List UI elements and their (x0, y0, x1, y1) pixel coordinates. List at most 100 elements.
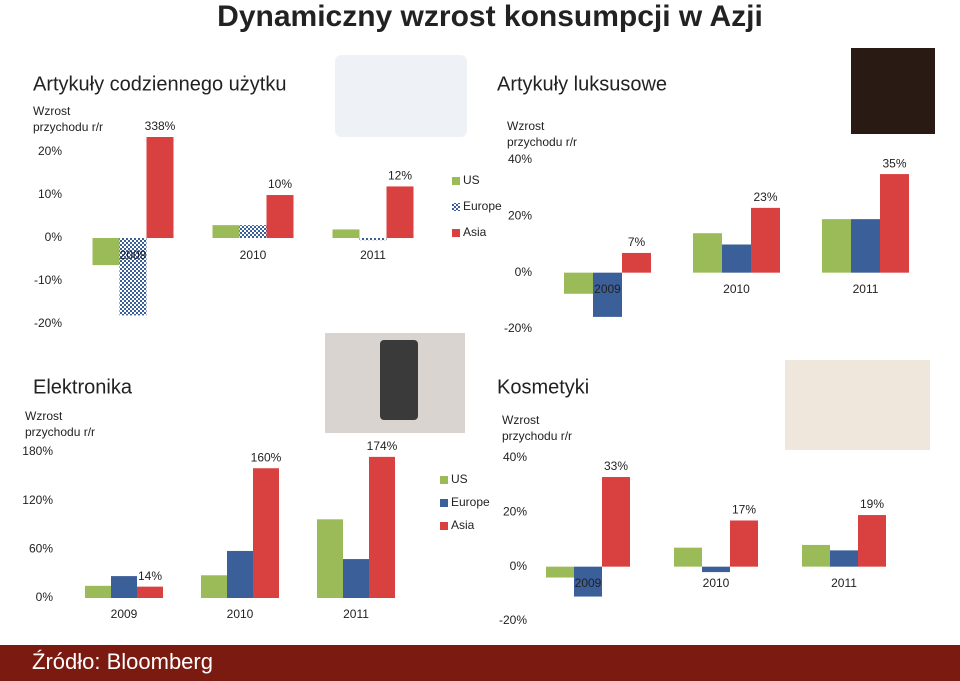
data-label: 174% (367, 439, 398, 453)
bar (111, 576, 137, 598)
x-tick-label: 2011 (831, 576, 857, 590)
bar (119, 238, 147, 316)
data-label: 338% (145, 119, 176, 133)
bar (332, 229, 360, 239)
legend-label: US (451, 472, 468, 486)
x-tick-label: 2010 (240, 248, 267, 262)
y-tick-label: -20% (504, 321, 532, 335)
phone (380, 340, 418, 420)
bar (702, 566, 730, 573)
y-axis-title: Wzrost przychodu r/r (33, 104, 104, 134)
x-tick-label: 2011 (360, 248, 386, 262)
y-tick-label: 120% (22, 493, 53, 507)
y-axis-title: Wzrost przychodu r/r (507, 119, 578, 149)
data-label: 35% (882, 156, 906, 170)
chart-title: Kosmetyki (497, 376, 589, 398)
x-tick-label: 2009 (575, 576, 602, 590)
data-label: 10% (268, 177, 292, 191)
bar (574, 566, 602, 597)
chart-title: Elektronika (33, 376, 133, 398)
bar (227, 550, 253, 598)
bar (602, 477, 630, 567)
bar (693, 233, 722, 273)
y-tick-label: 0% (515, 265, 533, 279)
bar (92, 238, 120, 266)
x-tick-label: 2009 (120, 248, 147, 262)
slide-title: Dynamiczny wzrost konsumpcji w Azji (217, 0, 763, 33)
bar (564, 272, 593, 294)
y-tick-label: 0% (36, 590, 54, 604)
x-tick-label: 2010 (227, 607, 254, 621)
bar (386, 186, 414, 239)
legend-swatch (452, 177, 460, 185)
legend-label: Asia (451, 518, 475, 532)
data-label: 160% (251, 450, 282, 464)
bar (851, 219, 880, 273)
bar (343, 559, 369, 598)
cosmetics-photo (785, 360, 930, 450)
bar (622, 252, 651, 273)
bar (593, 272, 622, 317)
bar (212, 225, 240, 239)
x-tick-label: 2010 (723, 282, 750, 296)
bar (802, 544, 830, 567)
bar (751, 207, 780, 273)
legend-label: Asia (463, 225, 487, 239)
y-tick-label: 60% (29, 542, 53, 556)
bar (266, 195, 294, 239)
chart-title: Artykuły codziennego użytku (33, 73, 286, 95)
bar (201, 575, 227, 598)
bar (822, 219, 851, 273)
y-tick-label: 10% (38, 187, 62, 201)
data-label: 33% (604, 459, 628, 473)
data-label: 7% (628, 235, 646, 249)
bar (858, 515, 886, 567)
x-tick-label: 2009 (594, 282, 621, 296)
bar (546, 566, 574, 578)
legend-label: US (463, 173, 480, 187)
legend-swatch (452, 229, 460, 237)
x-tick-label: 2010 (703, 576, 730, 590)
bar (253, 468, 279, 598)
bar (85, 585, 111, 598)
y-tick-label: 180% (22, 444, 53, 458)
y-tick-label: 0% (45, 230, 63, 244)
legend-swatch (440, 499, 448, 507)
plot (92, 137, 414, 316)
y-tick-label: 20% (508, 209, 532, 223)
data-label: 17% (732, 503, 756, 517)
bar (730, 520, 758, 567)
footer-bar (0, 645, 960, 681)
plot (85, 456, 395, 598)
y-tick-label: 40% (508, 152, 532, 166)
legend-swatch (452, 203, 460, 211)
y-axis-title: Wzrost przychodu r/r (502, 413, 573, 443)
chart-title: Artykuły luksusowe (497, 73, 667, 95)
bar (359, 238, 387, 241)
bar (239, 225, 267, 239)
y-axis-title: Wzrost przychodu r/r (25, 409, 96, 439)
bar (830, 550, 858, 567)
plot (564, 174, 909, 317)
data-label: 12% (388, 169, 412, 183)
legend-label: Europe (463, 199, 502, 213)
y-tick-label: 20% (503, 505, 527, 519)
data-label: 14% (138, 569, 162, 583)
x-tick-label: 2011 (853, 282, 879, 296)
data-label: 23% (753, 190, 777, 204)
y-tick-label: -20% (34, 316, 62, 330)
y-tick-label: -10% (34, 273, 62, 287)
legend-swatch (440, 522, 448, 530)
bar (674, 547, 702, 567)
data-label: 19% (860, 497, 884, 511)
bar (137, 586, 163, 598)
x-tick-label: 2009 (111, 607, 138, 621)
bar (146, 137, 174, 239)
bar (317, 519, 343, 598)
y-tick-label: -20% (499, 613, 527, 627)
source: Źródło: Bloomberg (32, 649, 213, 674)
legend-swatch (440, 476, 448, 484)
plot (546, 477, 886, 597)
